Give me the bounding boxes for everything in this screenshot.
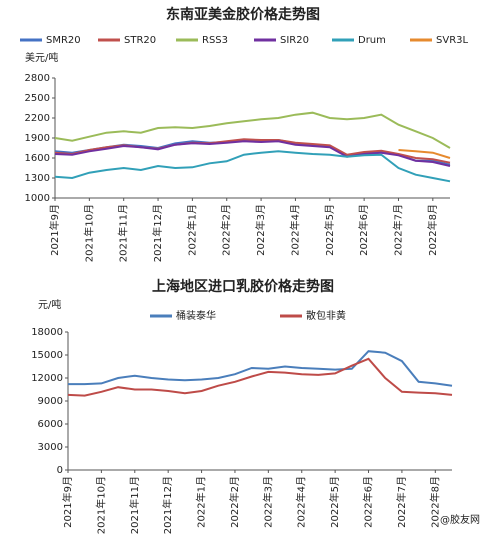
x-tick-label: 2022年5月: [328, 476, 341, 528]
x-tick-label: 2022年8月: [426, 204, 439, 256]
legend-label: SIR20: [280, 35, 309, 46]
y-tick-label: 0: [57, 465, 63, 476]
y-axis-label: 元/吨: [38, 298, 61, 311]
chart-title: 东南亚美金胶价格走势图: [166, 6, 320, 23]
x-tick-label: 2022年6月: [362, 476, 375, 528]
series-line: [54, 140, 451, 167]
x-tick-label: 2021年9月: [48, 204, 61, 256]
y-tick-label: 3000: [38, 442, 63, 453]
x-tick-label: 2022年8月: [428, 476, 441, 528]
y-tick-label: 12000: [31, 373, 63, 384]
x-tick-label: 2022年1月: [185, 204, 198, 256]
series-line: [54, 138, 451, 164]
x-tick-label: 2021年9月: [61, 476, 74, 528]
y-tick-label: 1300: [25, 173, 50, 184]
y-tick-label: 15000: [31, 350, 63, 361]
x-tick-label: 2022年3月: [261, 476, 274, 528]
x-tick-label: 2022年2月: [220, 204, 233, 256]
y-tick-label: 18000: [31, 327, 63, 338]
y-tick-label: 2500: [25, 93, 50, 104]
series-line: [398, 149, 451, 159]
y-tick-label: 1900: [25, 133, 50, 144]
x-tick-label: 2022年3月: [254, 204, 267, 256]
watermark: @胶友网: [440, 513, 480, 526]
y-tick-label: 9000: [38, 396, 63, 407]
x-tick-label: 2022年5月: [323, 204, 336, 256]
y-tick-label: 2800: [25, 73, 50, 84]
legend-label: SMR20: [46, 35, 81, 46]
series-line: [67, 357, 453, 397]
series-line: [54, 150, 451, 183]
x-tick-label: 2021年10月: [82, 204, 95, 262]
legend-label: SVR3L: [436, 35, 468, 46]
x-tick-label: 2022年7月: [391, 204, 404, 256]
x-tick-label: 2022年4月: [295, 476, 308, 528]
y-axis-label: 美元/吨: [25, 51, 58, 64]
y-tick-label: 6000: [38, 419, 63, 430]
x-tick-label: 2021年10月: [94, 476, 107, 534]
legend-label: 散包非黄: [306, 309, 346, 322]
chart-title: 上海地区进口乳胶价格走势图: [152, 278, 334, 295]
series-line: [54, 111, 451, 149]
x-tick-label: 2021年12月: [151, 204, 164, 262]
series-line: [68, 350, 453, 387]
x-tick-label: 2022年6月: [357, 204, 370, 256]
y-tick-label: 1600: [25, 153, 50, 164]
x-tick-label: 2021年11月: [128, 476, 141, 534]
x-tick-label: 2022年7月: [395, 476, 408, 528]
legend-label: STR20: [124, 35, 156, 46]
legend-label: Drum: [358, 35, 386, 46]
legend-label: 桶装泰华: [176, 309, 216, 322]
legend-label: RSS3: [202, 35, 228, 46]
x-tick-label: 2022年2月: [228, 476, 241, 528]
x-tick-label: 2021年12月: [161, 476, 174, 534]
x-tick-label: 2021年11月: [117, 204, 130, 262]
x-tick-label: 2022年1月: [195, 476, 208, 528]
y-tick-label: 1000: [25, 193, 50, 204]
y-tick-label: 2200: [25, 113, 50, 124]
x-tick-label: 2022年4月: [288, 204, 301, 256]
